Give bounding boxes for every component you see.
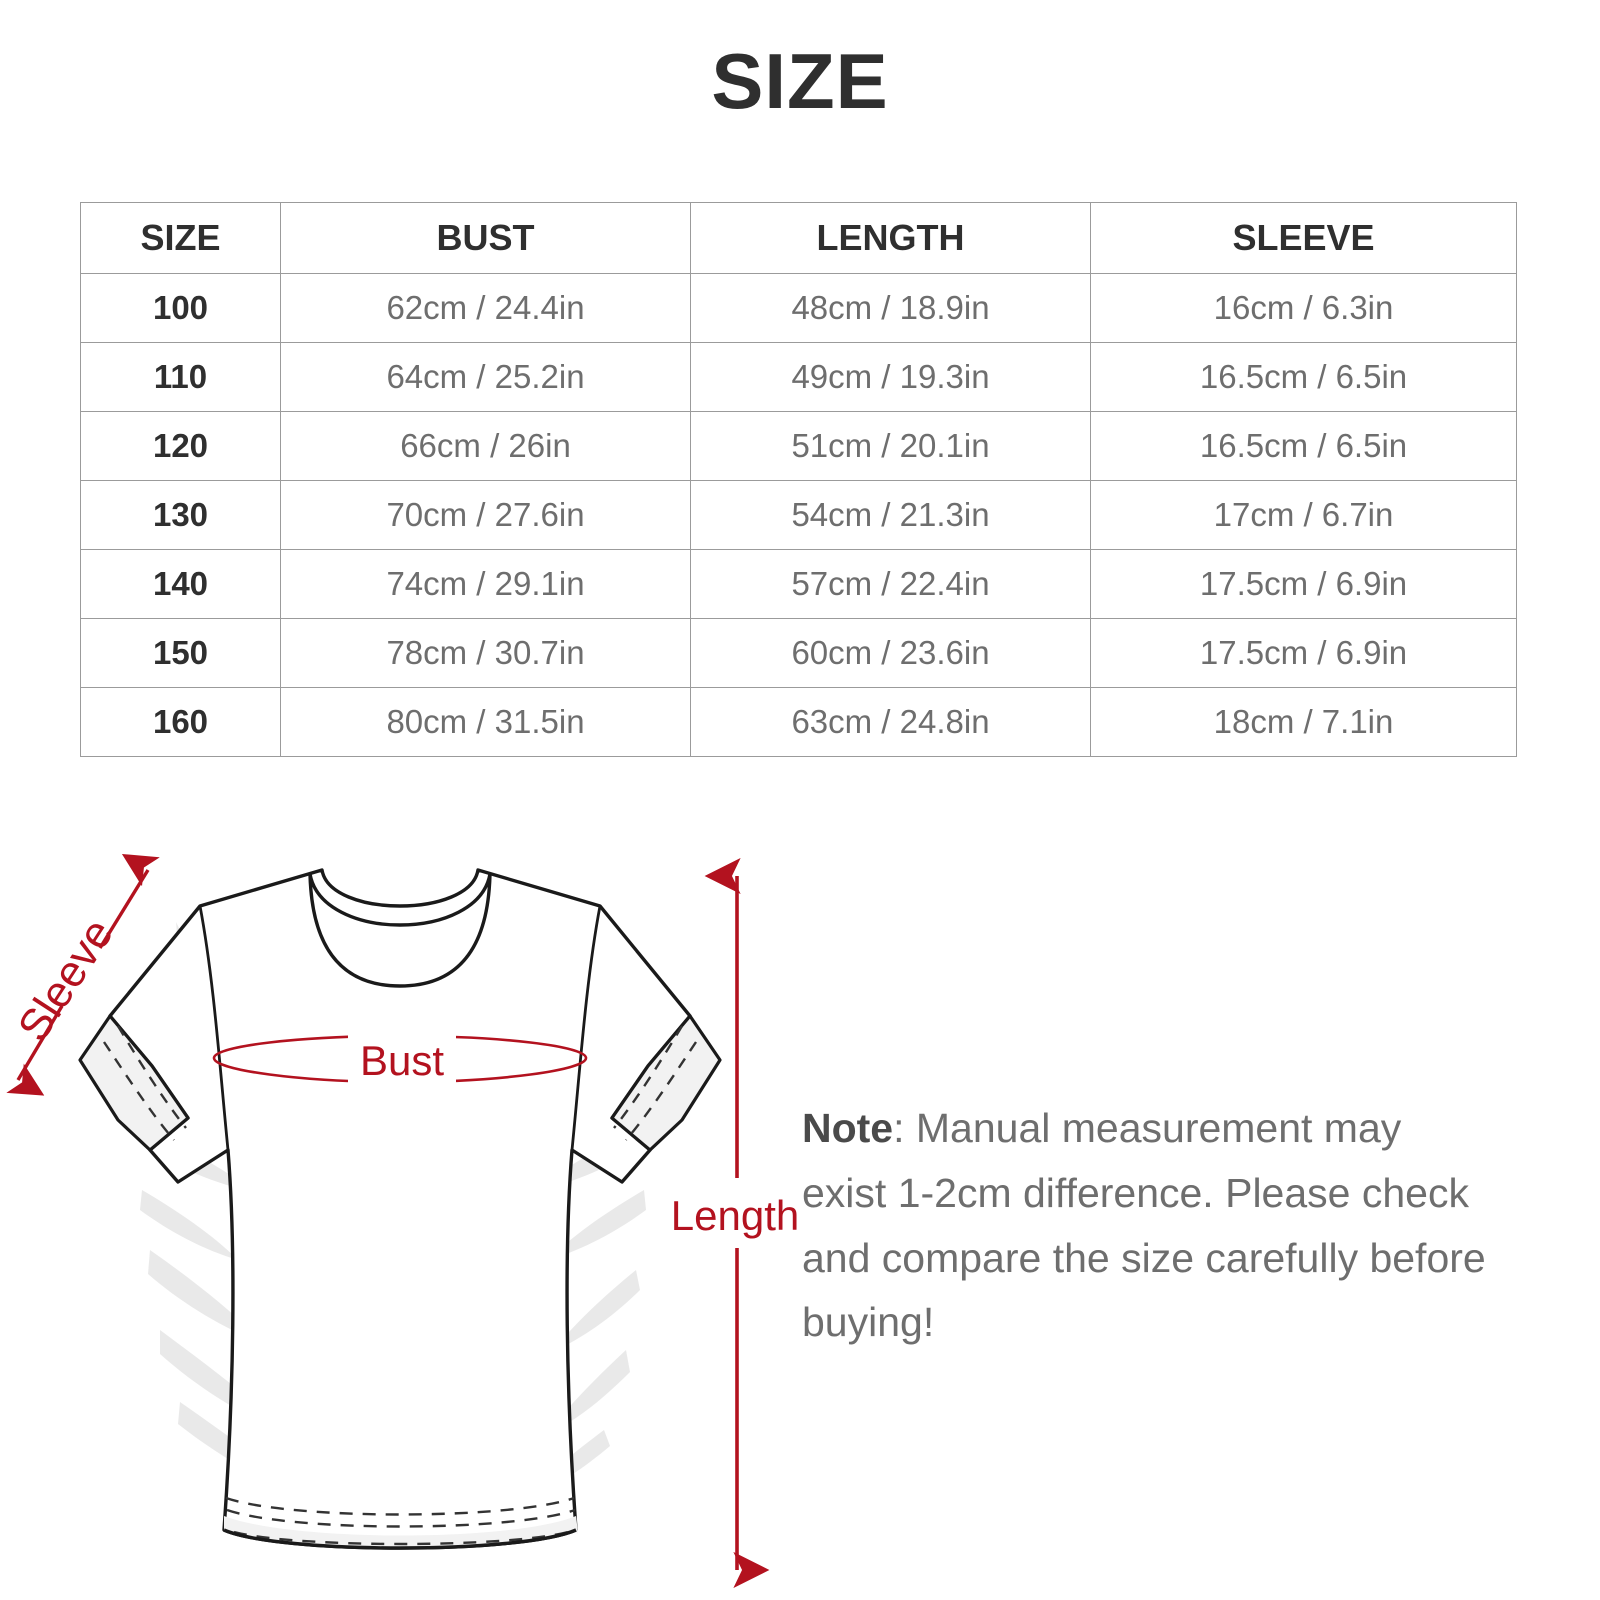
- collar-band: [308, 873, 492, 988]
- cell-length: 63cm / 24.8in: [690, 687, 1091, 757]
- column-header-sleeve: SLEEVE: [1090, 202, 1517, 274]
- table-row: 150 78cm / 30.7in 60cm / 23.6in 17.5cm /…: [80, 618, 1517, 688]
- sleeve-arrow-lower: [6, 1005, 64, 1096]
- cuff-stitching: [103, 1025, 697, 1141]
- cell-length: 60cm / 23.6in: [690, 618, 1091, 688]
- cell-length: 54cm / 21.3in: [690, 480, 1091, 550]
- sleeve-arrow-upper: [98, 853, 160, 949]
- cell-size: 160: [80, 687, 281, 757]
- tshirt-illustration: Bust Sleeve Length: [0, 830, 800, 1600]
- cell-bust: 74cm / 29.1in: [280, 549, 691, 619]
- table-row: 100 62cm / 24.4in 48cm / 18.9in 16cm / 6…: [80, 273, 1517, 343]
- table-row: 110 64cm / 25.2in 49cm / 19.3in 16.5cm /…: [80, 342, 1517, 412]
- cell-sleeve: 16cm / 6.3in: [1090, 273, 1517, 343]
- bust-measurement-annotation: Bust: [212, 1030, 588, 1086]
- cell-size: 100: [80, 273, 281, 343]
- column-header-bust: BUST: [280, 202, 691, 274]
- bust-label: Bust: [360, 1037, 444, 1084]
- column-header-length: LENGTH: [690, 202, 1091, 274]
- length-measurement-annotation: Length: [671, 858, 799, 1588]
- cell-length: 51cm / 20.1in: [690, 411, 1091, 481]
- shoulder-seam-left: [198, 905, 230, 1151]
- cell-sleeve: 17.5cm / 6.9in: [1090, 549, 1517, 619]
- cell-bust: 70cm / 27.6in: [280, 480, 691, 550]
- cell-bust: 80cm / 31.5in: [280, 687, 691, 757]
- cell-bust: 78cm / 30.7in: [280, 618, 691, 688]
- length-label: Length: [671, 1192, 799, 1239]
- cell-bust: 64cm / 25.2in: [280, 342, 691, 412]
- table-row: 140 74cm / 29.1in 57cm / 22.4in 17.5cm /…: [80, 549, 1517, 619]
- table-row: 160 80cm / 31.5in 63cm / 24.8in 18cm / 7…: [80, 687, 1517, 757]
- bottom-hem-edge: [223, 1528, 577, 1550]
- note-block: Note: Manual measurement may exist 1-2cm…: [802, 1096, 1492, 1355]
- size-table: SIZE BUST LENGTH SLEEVE 100 62cm / 24.4i…: [80, 202, 1517, 757]
- bust-ellipse-right: [399, 1034, 588, 1084]
- cell-sleeve: 16.5cm / 6.5in: [1090, 342, 1517, 412]
- bottom-hem-stitching: [225, 1496, 576, 1546]
- cell-sleeve: 17cm / 6.7in: [1090, 480, 1517, 550]
- sleeve-cuff-left: [78, 1014, 190, 1152]
- table-header-row: SIZE BUST LENGTH SLEEVE: [80, 202, 1517, 274]
- table-row: 120 66cm / 26in 51cm / 20.1in 16.5cm / 6…: [80, 411, 1517, 481]
- bust-ellipse-left: [212, 1034, 401, 1084]
- cell-length: 48cm / 18.9in: [690, 273, 1091, 343]
- cell-sleeve: 17.5cm / 6.9in: [1090, 618, 1517, 688]
- column-header-size: SIZE: [80, 202, 281, 274]
- table-row: 130 70cm / 27.6in 54cm / 21.3in 17cm / 6…: [80, 480, 1517, 550]
- note-label: Note: [802, 1105, 894, 1151]
- cell-size: 140: [80, 549, 281, 619]
- page-title: SIZE: [711, 37, 889, 125]
- cell-size: 130: [80, 480, 281, 550]
- cell-size: 110: [80, 342, 281, 412]
- note-text: : Manual measurement may exist 1-2cm dif…: [802, 1105, 1486, 1346]
- bottom-hem-fill: [224, 1516, 578, 1548]
- cell-bust: 66cm / 26in: [280, 411, 691, 481]
- sleeve-cuff-right: [610, 1014, 722, 1152]
- cell-length: 57cm / 22.4in: [690, 549, 1091, 619]
- cell-bust: 62cm / 24.4in: [280, 273, 691, 343]
- cell-sleeve: 16.5cm / 6.5in: [1090, 411, 1517, 481]
- cell-size: 120: [80, 411, 281, 481]
- cell-size: 150: [80, 618, 281, 688]
- cell-length: 49cm / 19.3in: [690, 342, 1091, 412]
- shoulder-seam-right: [570, 905, 602, 1151]
- cell-sleeve: 18cm / 7.1in: [1090, 687, 1517, 757]
